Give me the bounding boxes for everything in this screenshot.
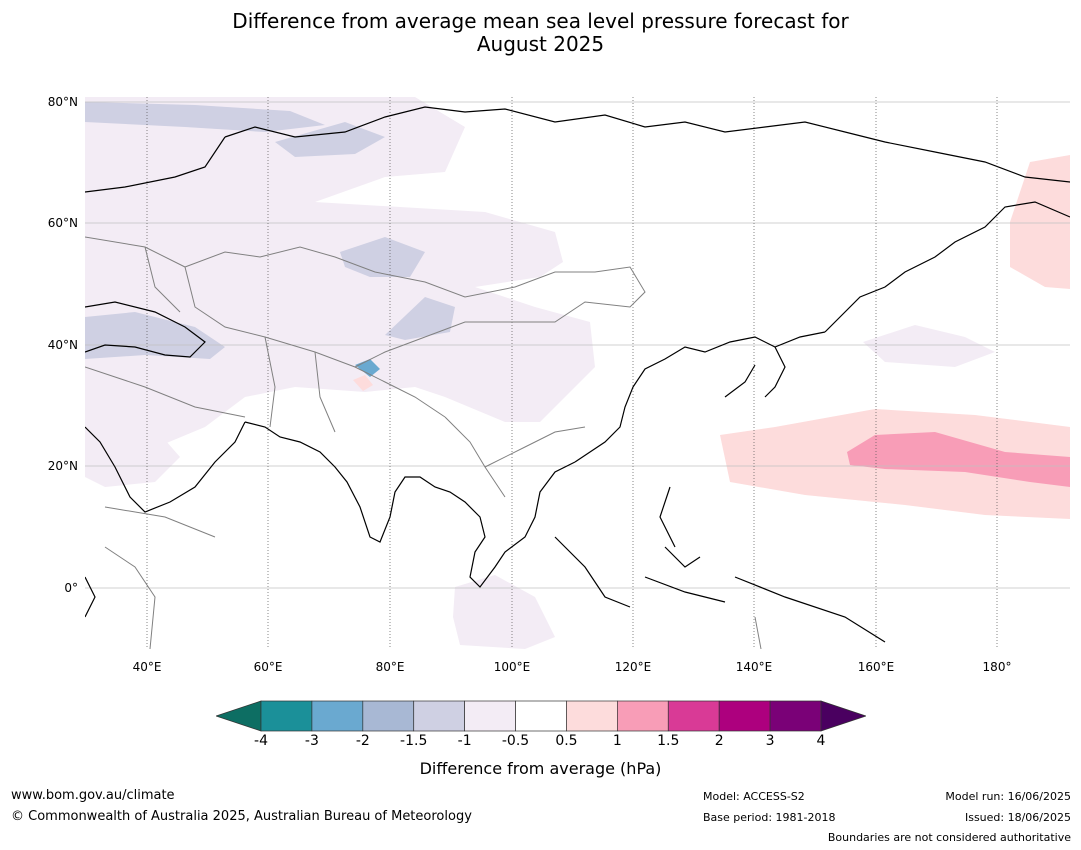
colorbar-swatch: [667, 700, 720, 732]
colorbar-tick-label: -1: [457, 733, 472, 749]
boundaries-disclaimer: Boundaries are not considered authoritat…: [827, 831, 1071, 844]
colorbar-tick-label: 2: [714, 733, 724, 749]
colorbar-tick-label: -2: [355, 733, 370, 749]
colorbar-tick-label: 4: [816, 733, 826, 749]
title-line-2: August 2025: [476, 32, 605, 56]
negative-anomaly-area-central-asia-2: [385, 297, 455, 340]
title-line-1: Difference from average mean sea level p…: [232, 9, 849, 33]
chart-title: Difference from average mean sea level p…: [0, 10, 1081, 56]
colorbar-tick-label: -0.5: [501, 733, 530, 749]
colorbar-tick-label: -3: [304, 733, 319, 749]
colorbar-swatch: [566, 700, 618, 732]
colorbar-tick-label: 3: [765, 733, 775, 749]
lat-label-20n: 20°N: [47, 459, 78, 473]
lat-label-60n: 60°N: [47, 216, 78, 230]
base-period: Base period: 1981-2018: [703, 811, 836, 824]
colorbar-swatch: [769, 700, 822, 732]
colorbar-swatch: [718, 700, 771, 732]
anomaly-fills: [85, 97, 1070, 649]
negative-anomaly-area-europe-asia: [85, 97, 595, 452]
negative-anomaly-area-arctic: [85, 102, 325, 132]
colorbar-tick-label: 0.5: [555, 733, 578, 749]
colorbar-tick-label: -4: [254, 733, 268, 749]
lon-label-60e: 60°E: [253, 660, 283, 674]
lon-label-160e: 160°E: [857, 660, 895, 674]
lat-label-80n: 80°N: [47, 95, 78, 109]
negative-anomaly-area-arctic-2: [275, 122, 385, 157]
coastlines: [85, 106, 1070, 643]
lon-label-140e: 140°E: [735, 660, 773, 674]
colorbar-low-extend: [216, 700, 262, 732]
latitude-gridlines: [85, 101, 1070, 589]
positive-anomaly-spot-india: [353, 375, 373, 391]
colorbar-tick-label: 1: [612, 733, 622, 749]
negative-anomaly-area-arabia: [85, 397, 180, 487]
colorbar-title: Difference from average (hPa): [419, 759, 662, 778]
colorbar-tick-label: -1.5: [400, 733, 428, 749]
positive-anomaly-area-north-pacific: [1010, 155, 1070, 289]
lon-label-120e: 120°E: [614, 660, 652, 674]
colorbar-tick-label: 1.5: [657, 733, 680, 749]
website-link[interactable]: www.bom.gov.au/climate: [11, 788, 175, 803]
colorbar-swatch: [362, 700, 415, 732]
country-borders: [85, 236, 762, 649]
model-name: Model: ACCESS-S2: [703, 790, 805, 803]
negative-anomaly-area-pacific: [863, 325, 995, 367]
lat-label-40n: 40°N: [47, 338, 78, 352]
colorbar-swatch: [515, 700, 567, 732]
colorbar-swatch: [260, 700, 313, 732]
lon-label-100e: 100°E: [493, 660, 531, 674]
colorbar-high-extend: [820, 700, 866, 732]
positive-anomaly-core-west-pacific: [847, 432, 1070, 487]
lon-label-40e: 40°E: [132, 660, 162, 674]
model-run-date: Model run: 16/06/2025: [945, 790, 1071, 803]
issued-date: Issued: 18/06/2025: [964, 811, 1071, 824]
lon-label-80e: 80°E: [375, 660, 405, 674]
longitude-gridlines: [146, 97, 998, 649]
negative-anomaly-area-equatorial: [453, 575, 555, 649]
pressure-anomaly-map: [85, 97, 1070, 649]
negative-anomaly-area-central-asia: [85, 312, 225, 359]
copyright-text: © Commonwealth of Australia 2025, Austra…: [11, 809, 472, 824]
colorbar: [216, 700, 866, 732]
lat-label-0: 0°: [64, 581, 78, 595]
colorbar-swatch: [464, 700, 516, 732]
colorbar-swatch: [413, 700, 465, 732]
colorbar-swatch: [311, 700, 364, 732]
colorbar-swatch: [617, 700, 669, 732]
lon-label-180: 180°: [982, 660, 1012, 674]
